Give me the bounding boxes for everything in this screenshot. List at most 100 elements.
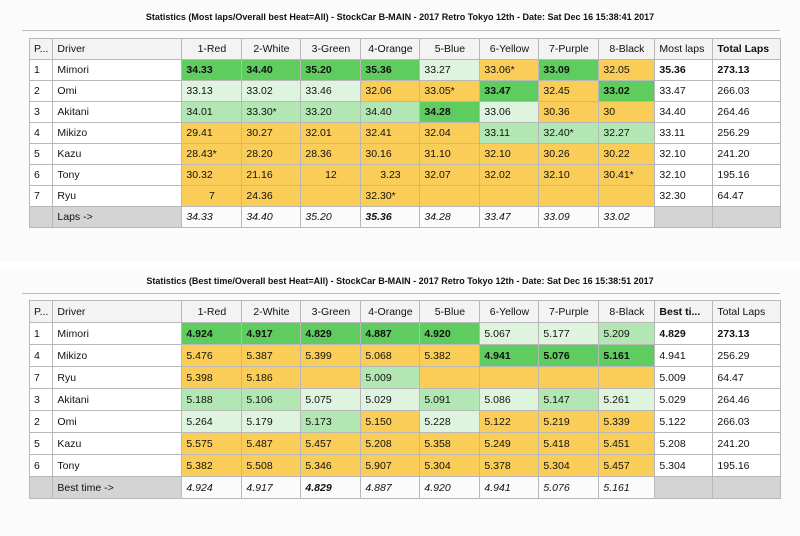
- driver-cell: Omi: [52, 80, 183, 102]
- time-cell: [419, 366, 481, 389]
- col-orange-header[interactable]: 4-Orange: [360, 38, 421, 60]
- col-red-header[interactable]: 1-Red: [181, 300, 243, 323]
- table-row: 7 Ryu 5.398 5.186 5.009 5.009 64.47: [28, 366, 782, 389]
- total-cell: 273.13: [712, 322, 782, 345]
- col-blue-header[interactable]: 5-Blue: [419, 300, 481, 323]
- most-laps-sheet: Statistics (Most laps/Overall best Heat=…: [0, 0, 800, 262]
- total-cell: 266.03: [712, 410, 782, 433]
- lap-cell: 32.02: [479, 164, 540, 186]
- time-cell: 5.177: [538, 322, 600, 345]
- lap-cell: 33.05*: [419, 80, 481, 102]
- col-black-header[interactable]: 8-Black: [598, 38, 656, 60]
- footer-cell: 35.20: [300, 206, 362, 228]
- lap-cell: 34.33: [181, 59, 243, 81]
- col-purple-header[interactable]: 7-Purple: [538, 38, 600, 60]
- most-laps-title: Statistics (Most laps/Overall best Heat=…: [145, 12, 655, 22]
- header-row: P... Driver 1-Red 2-White 3-Green 4-Oran…: [28, 300, 782, 323]
- col-most-laps-header[interactable]: Most laps: [654, 38, 714, 60]
- lap-cell: 33.09: [538, 59, 600, 81]
- col-driver-header[interactable]: Driver: [52, 300, 183, 323]
- best-cell: 4.941: [654, 344, 714, 367]
- lap-cell: [479, 185, 540, 207]
- lap-cell: 24.36: [241, 185, 302, 207]
- col-black-header[interactable]: 8-Black: [598, 300, 656, 323]
- col-total-laps-header[interactable]: Total Laps: [712, 300, 782, 323]
- col-green-header[interactable]: 3-Green: [300, 38, 362, 60]
- col-total-laps-header[interactable]: Total Laps: [712, 38, 782, 60]
- footer-row: Laps -> 34.33 34.40 35.20 35.36 34.28 33…: [28, 206, 782, 228]
- col-best-time-header[interactable]: Best ti...: [654, 300, 714, 323]
- time-cell: 5.418: [538, 432, 600, 455]
- col-blue-header[interactable]: 5-Blue: [419, 38, 481, 60]
- lap-cell: 32.45: [538, 80, 600, 102]
- lap-cell: 30.27: [241, 122, 302, 144]
- total-cell: 264.46: [712, 388, 782, 411]
- driver-cell: Kazu: [52, 432, 183, 455]
- lap-cell: 28.43*: [181, 143, 243, 165]
- pos-cell: 5: [28, 143, 54, 165]
- time-cell: 5.476: [181, 344, 243, 367]
- total-cell: 256.29: [712, 344, 782, 367]
- footer-cell: 34.28: [419, 206, 481, 228]
- driver-cell: Mimori: [52, 322, 183, 345]
- col-red-header[interactable]: 1-Red: [181, 38, 243, 60]
- best-cell: 5.009: [654, 366, 714, 389]
- col-pos-header[interactable]: P...: [28, 38, 54, 60]
- time-cell: 5.068: [360, 344, 421, 367]
- lap-cell: 30.36: [538, 101, 600, 123]
- lap-cell: 30: [598, 101, 656, 123]
- time-cell: 5.076: [538, 344, 600, 367]
- best-time-sheet: Statistics (Best time/Overall best Heat=…: [0, 268, 800, 536]
- total-cell: 256.29: [712, 122, 782, 144]
- table-row: 5 Kazu 5.575 5.487 5.457 5.208 5.358 5.2…: [28, 432, 782, 455]
- time-cell: 4.924: [181, 322, 243, 345]
- col-green-header[interactable]: 3-Green: [300, 300, 362, 323]
- col-orange-header[interactable]: 4-Orange: [360, 300, 421, 323]
- pos-cell: 3: [28, 101, 54, 123]
- time-cell: [598, 366, 656, 389]
- time-cell: 5.106: [241, 388, 302, 411]
- col-white-header[interactable]: 2-White: [241, 300, 302, 323]
- time-cell: [300, 366, 362, 389]
- lap-cell: 7: [181, 185, 243, 207]
- time-cell: 5.150: [360, 410, 421, 433]
- driver-cell: Akitani: [52, 101, 183, 123]
- time-cell: 5.249: [479, 432, 540, 455]
- time-cell: 5.091: [419, 388, 481, 411]
- col-driver-header[interactable]: Driver: [52, 38, 183, 60]
- col-white-header[interactable]: 2-White: [241, 38, 302, 60]
- time-cell: 5.382: [419, 344, 481, 367]
- lap-cell: 34.28: [419, 101, 481, 123]
- footer-cell: 4.887: [360, 476, 421, 499]
- footer-cell: 33.09: [538, 206, 600, 228]
- pos-cell: 2: [28, 80, 54, 102]
- total-cell: 195.16: [712, 454, 782, 477]
- lap-cell: [538, 185, 600, 207]
- driver-cell: Ryu: [52, 185, 183, 207]
- time-cell: 5.086: [479, 388, 540, 411]
- col-pos-header[interactable]: P...: [28, 300, 54, 323]
- lap-cell: 30.41*: [598, 164, 656, 186]
- footer-cell: 4.924: [181, 476, 243, 499]
- table-row: 4 Mikizo 29.41 30.27 32.01 32.41 32.04 3…: [28, 122, 782, 144]
- time-cell: 4.941: [479, 344, 540, 367]
- table-row: 3 Akitani 5.188 5.106 5.075 5.029 5.091 …: [28, 388, 782, 411]
- lap-cell: 34.01: [181, 101, 243, 123]
- table-row: 2 Omi 33.13 33.02 33.46 32.06 33.05* 33.…: [28, 80, 782, 102]
- lap-cell: 30.22: [598, 143, 656, 165]
- col-yellow-header[interactable]: 6-Yellow: [479, 38, 540, 60]
- time-cell: 5.264: [181, 410, 243, 433]
- lap-cell: 33.30*: [241, 101, 302, 123]
- table-row: 6 Tony 30.32 21.16 12 3.23 32.07 32.02 3…: [28, 164, 782, 186]
- time-cell: [479, 366, 540, 389]
- lap-cell: 33.20: [300, 101, 362, 123]
- best-cell: 32.10: [654, 164, 714, 186]
- table-row: 4 Mikizo 5.476 5.387 5.399 5.068 5.382 4…: [28, 344, 782, 367]
- lap-cell: 34.40: [241, 59, 302, 81]
- col-yellow-header[interactable]: 6-Yellow: [479, 300, 540, 323]
- total-cell: 64.47: [712, 185, 782, 207]
- lap-cell: 32.41: [360, 122, 421, 144]
- lap-cell: 32.40*: [538, 122, 600, 144]
- col-purple-header[interactable]: 7-Purple: [538, 300, 600, 323]
- best-cell: 5.122: [654, 410, 714, 433]
